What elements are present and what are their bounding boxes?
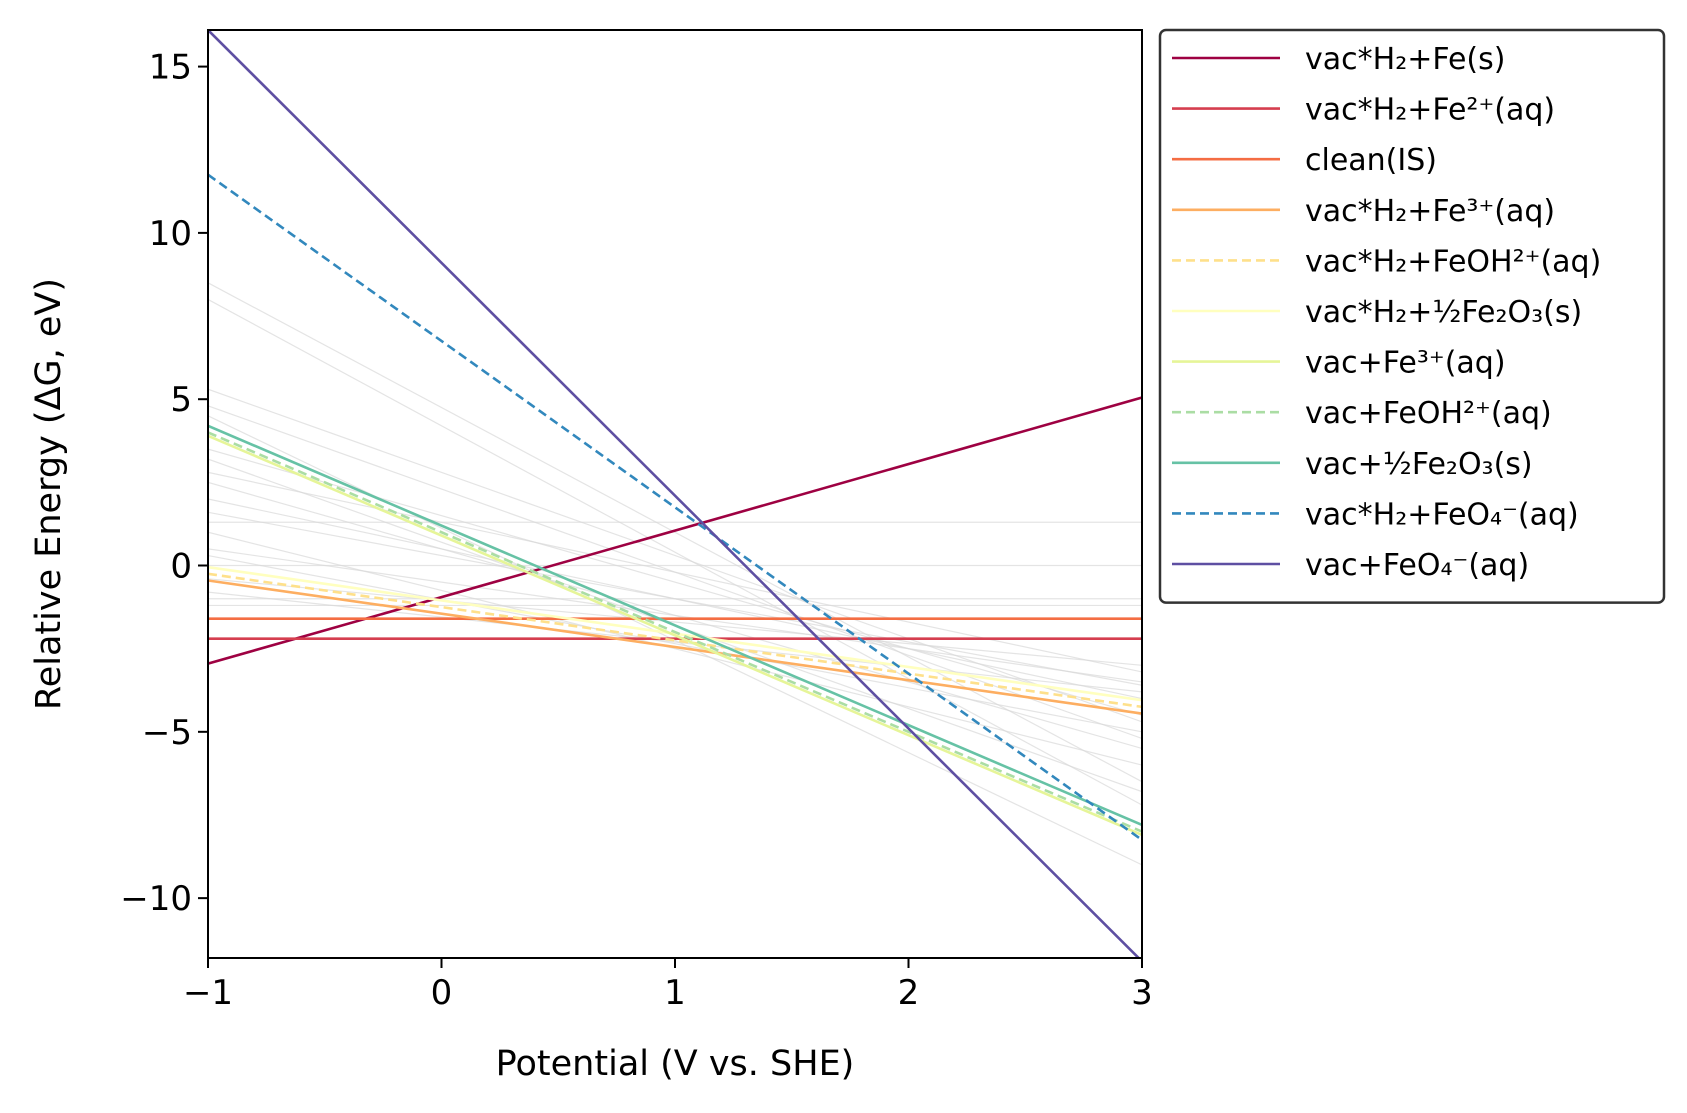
legend-entry: vac+Fe³⁺(aq) [1305,346,1506,381]
legend-entry: vac+FeO₄⁻(aq) [1305,548,1529,583]
series-lines [208,30,1142,958]
series-line-3 [208,579,1142,715]
y-tick-label: 0 [170,547,192,587]
y-axis: −10 −5 0 5 10 15 [120,48,208,919]
x-tick-label: −1 [183,973,233,1013]
x-tick-label: 3 [1131,973,1153,1013]
legend: vac*H₂+Fe(s) vac*H₂+Fe²⁺(aq) clean(IS) vac*… [1158,28,1666,604]
legend-frame [1158,28,1666,604]
y-tick-label: 5 [170,380,192,420]
y-tick-label: −5 [142,713,192,753]
background-line [208,548,1142,683]
series-line-8 [208,424,1142,827]
background-line [208,511,1142,686]
y-axis-label: Relative Energy (ΔG, eV) [29,278,69,710]
background-line [208,388,1142,723]
series-line-10 [208,30,1141,958]
series-line-5 [208,565,1142,702]
legend-entry: vac+FeOH²⁺(aq) [1305,396,1552,431]
legend-entry: vac*H₂+Fe²⁺(aq) [1305,93,1555,128]
x-tick-label: 2 [898,973,920,1013]
x-axis-label: Potential (V vs. SHE) [496,1044,855,1084]
background-line [208,298,1142,806]
legend-entry: vac*H₂+½Fe₂O₃(s) [1305,295,1582,330]
background-line [208,282,1142,783]
y-tick-label: 10 [149,214,192,254]
background-line [208,531,1142,766]
x-axis: −1 0 1 2 3 [183,958,1153,1013]
series-line-7 [208,431,1142,833]
background-lines [208,282,1142,866]
series-line-0 [208,396,1142,665]
background-line [208,415,1142,866]
legend-entry: vac*H₂+Fe(s) [1305,42,1505,77]
y-tick-label: 15 [149,48,192,88]
x-tick-label: 0 [431,973,453,1013]
series-line-6 [208,434,1142,837]
legend-entry: vac*H₂+FeO₄⁻(aq) [1305,497,1579,532]
y-tick-label: −10 [120,879,192,919]
legend-entry: clean(IS) [1305,143,1437,178]
legend-entry: vac*H₂+FeOH²⁺(aq) [1305,244,1601,279]
legend-entry: vac+½Fe₂O₃(s) [1305,447,1533,482]
legend-entry: vac*H₂+Fe³⁺(aq) [1305,194,1555,229]
series-line-4 [208,572,1142,709]
x-tick-label: 1 [664,973,686,1013]
background-line [208,591,1142,693]
series-line-9 [208,173,1142,841]
background-line [208,578,1142,666]
background-line [208,554,1142,733]
